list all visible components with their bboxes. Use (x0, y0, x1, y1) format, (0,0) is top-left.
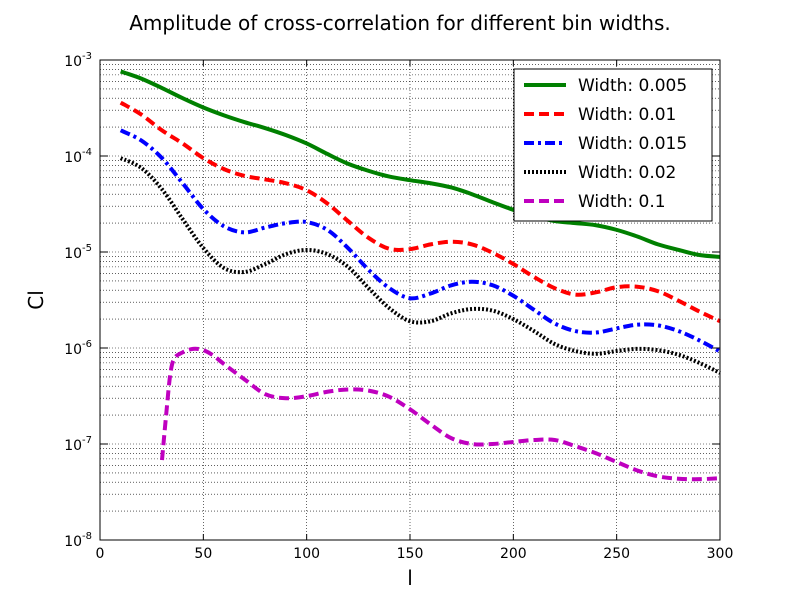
series-line-3 (119, 156, 721, 375)
legend: Width: 0.005 Width: 0.01 Width: 0.015 Width… (513, 68, 713, 222)
y-tick-label: 10-4 (64, 147, 92, 166)
legend-label-0: Width: 0.005 (578, 76, 687, 96)
legend-label-4: Width: 0.1 (578, 192, 666, 212)
x-tick-label: 200 (500, 546, 527, 562)
series-line-2 (119, 128, 721, 354)
legend-label-3: Width: 0.02 (578, 163, 676, 183)
y-tick-label: 10-3 (64, 51, 92, 70)
x-tick-label: 100 (293, 546, 320, 562)
x-tick-label: 300 (707, 546, 734, 562)
series-line-0 (120, 69, 721, 259)
y-tick-label: 10-6 (64, 339, 92, 358)
legend-label-2: Width: 0.015 (578, 134, 687, 154)
plot-area (119, 69, 721, 482)
x-tick-label: 0 (96, 546, 105, 562)
y-tick-label: 10-7 (64, 435, 92, 454)
x-tick-label: 50 (194, 546, 212, 562)
axis-ticks: 0 50 100 150 200 250 300 10-8 10-7 10-6 10-5 10-4 10… (64, 51, 733, 562)
series-line-1 (119, 100, 721, 324)
chart-title: Amplitude of cross-correlation for diffe… (129, 11, 671, 35)
y-axis-label: Cl (24, 290, 48, 310)
y-tick-label: 10-8 (64, 531, 92, 550)
series-line-4 (160, 346, 721, 482)
x-tick-label: 250 (603, 546, 630, 562)
x-tick-label: 150 (397, 546, 424, 562)
x-axis-label: l (407, 566, 413, 590)
legend-label-1: Width: 0.01 (578, 105, 676, 125)
y-tick-label: 10-5 (64, 243, 92, 262)
